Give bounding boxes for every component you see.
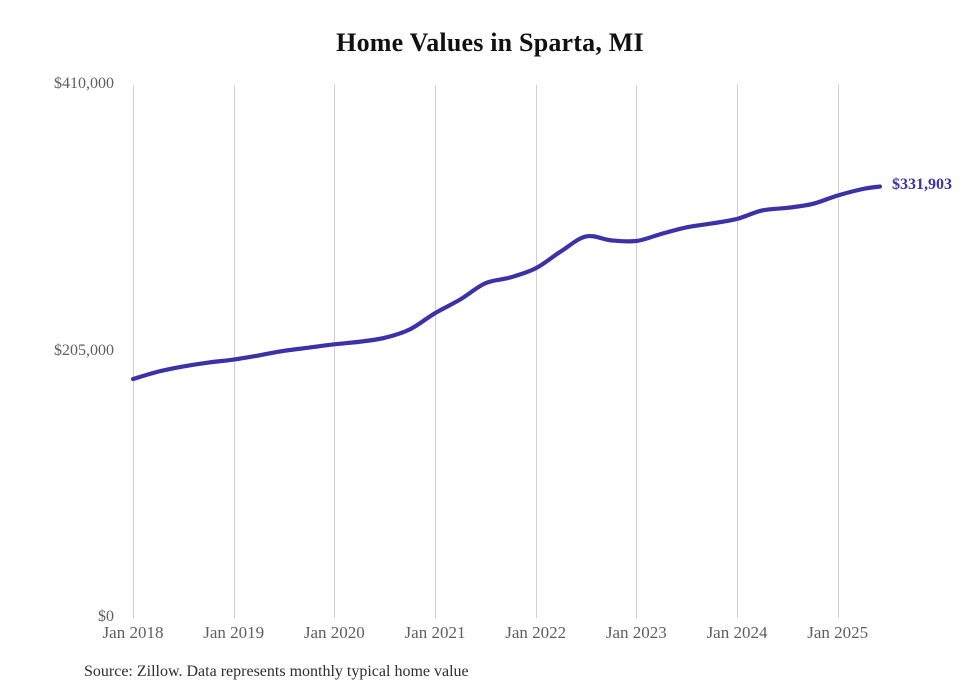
chart-title: Home Values in Sparta, MI (336, 28, 644, 57)
y-tick-label-0: $410,000 (54, 75, 114, 92)
x-tick-label-4: Jan 2022 (505, 623, 567, 642)
y-tick-label-2: $0 (98, 608, 114, 625)
series-end-value-label: $331,903 (892, 175, 952, 193)
x-tick-label-6: Jan 2024 (706, 623, 768, 642)
x-tick-label-3: Jan 2021 (404, 623, 466, 642)
x-tick-label-0: Jan 2018 (102, 623, 164, 642)
series-line-typical-home-value (130, 184, 883, 382)
y-tick-label-1: $205,000 (54, 341, 114, 359)
x-tick-label-5: Jan 2023 (605, 623, 667, 642)
gridline-group (133, 85, 839, 618)
x-tick-label-7: Jan 2025 (807, 623, 869, 642)
x-tick-label-2: Jan 2020 (303, 623, 365, 642)
source-note: Source: Zillow. Data represents monthly … (84, 663, 469, 680)
x-tick-label-1: Jan 2019 (203, 623, 265, 642)
